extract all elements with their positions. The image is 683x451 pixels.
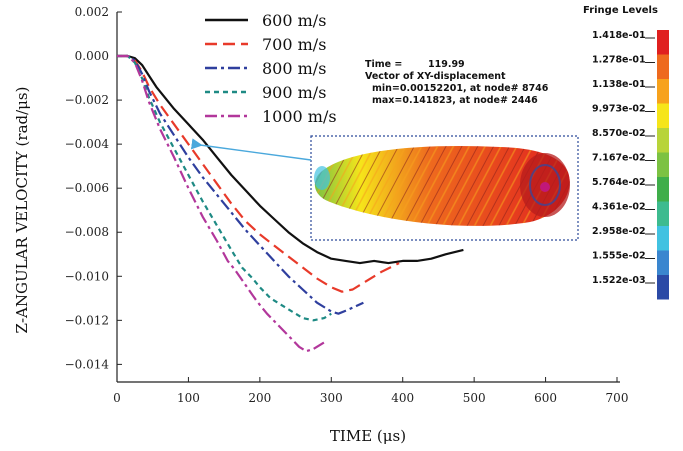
legend-label: 600 m/s (262, 11, 326, 30)
fringe-level-label: 1.555e-02 (592, 251, 646, 262)
series-line-4 (117, 54, 332, 322)
fringe-level-label: 1.138e-01 (592, 79, 646, 90)
x-tick-label: 200 (248, 391, 271, 405)
fringe-color-band (657, 30, 669, 55)
y-tick-label: −0.002 (65, 93, 109, 107)
inset-time-label: Time = (365, 59, 402, 70)
inset-vector-label: Vector of XY-displacement (365, 71, 506, 82)
fringe-color-band (657, 54, 669, 79)
x-tick-label: 500 (463, 391, 486, 405)
fringe-color-band (657, 79, 669, 104)
fringe-title: Fringe Levels (583, 5, 658, 16)
inset-min-text: min=0.00152201, at node# 8746 (372, 83, 549, 94)
fringe-color-band (657, 275, 669, 300)
fringe-color-band (657, 152, 669, 177)
legend: 600 m/s 700 m/s 800 m/s 900 m/s 1000 m/s (205, 11, 337, 126)
fringe-level-label: 5.764e-02 (592, 177, 646, 188)
fringe-level-label: 1.278e-01 (592, 55, 646, 66)
fringe-level-label: 4.361e-02 (592, 202, 646, 213)
fringe-level-label: 7.167e-02 (592, 153, 646, 164)
inset-annotation: Time = 119.99 Vector of XY-displacement … (365, 59, 549, 106)
pointer-arrow (190, 138, 312, 161)
inset-image (310, 135, 579, 241)
x-tick-label: 300 (320, 391, 343, 405)
y-ticks: 0.002 0.000 −0.002 −0.004 −0.006 −0.008 −0.010… (65, 5, 122, 371)
fringe-color-band (657, 128, 669, 153)
rod-streaks (314, 145, 570, 226)
x-axis-title: TIME (μs) (330, 427, 406, 445)
fringe-level-label: 2.958e-02 (592, 226, 646, 237)
fringe-levels: 1.418e-01 1.278e-01 1.138e-01 9.973e-02 8.57… (592, 30, 669, 300)
x-tick-label: 100 (177, 391, 200, 405)
y-tick-label: −0.004 (65, 137, 110, 151)
series-line-2 (117, 54, 400, 293)
x-tick-label: 0 (113, 391, 121, 405)
y-tick-label: −0.008 (65, 225, 109, 239)
x-tick-label: 600 (534, 391, 557, 405)
fringe-level-label: 8.570e-02 (592, 128, 646, 139)
fringe-color-band (657, 103, 669, 128)
legend-label: 900 m/s (262, 83, 326, 102)
y-tick-label: −0.014 (65, 357, 110, 371)
fringe-color-band (657, 250, 669, 275)
series-layer (117, 54, 464, 353)
x-tick-label: 700 (606, 391, 629, 405)
x-ticks: 0 100 200 300 400 500 600 700 (113, 377, 628, 405)
fringe-scale: Fringe Levels 1.418e-01 1.278e-01 1.138e-0… (583, 5, 669, 300)
legend-label: 800 m/s (262, 59, 326, 78)
fringe-color-band (657, 226, 669, 251)
y-tick-label: −0.006 (65, 181, 109, 195)
series-line-3 (117, 54, 364, 315)
series-line-1 (117, 54, 464, 265)
fringe-color-band (657, 201, 669, 226)
y-tick-label: −0.012 (65, 313, 109, 327)
fringe-level-label: 1.418e-01 (592, 30, 646, 41)
rod-end-ring (529, 164, 561, 206)
y-tick-label: 0.002 (75, 5, 109, 19)
fringe-color-band (657, 177, 669, 202)
legend-label: 1000 m/s (262, 107, 337, 126)
inset-max-text: max=0.141823, at node# 2446 (372, 95, 538, 106)
rod-end-center (540, 182, 550, 192)
series-line-5 (117, 54, 325, 353)
fringe-level-label: 1.522e-03 (592, 275, 646, 286)
legend-label: 700 m/s (262, 35, 326, 54)
y-axis-title: Z-ANGULAR VELOCITY (rad/μs) (13, 87, 31, 334)
plot-axes: 0.002 0.000 −0.002 −0.004 −0.006 −0.008 −0.010… (65, 5, 629, 405)
y-tick-label: 0.000 (75, 49, 109, 63)
fringe-level-label: 9.973e-02 (592, 104, 646, 115)
rod-tip (314, 166, 330, 190)
y-tick-label: −0.010 (65, 269, 109, 283)
inset-time-value: 119.99 (428, 59, 465, 70)
x-tick-label: 400 (391, 391, 414, 405)
